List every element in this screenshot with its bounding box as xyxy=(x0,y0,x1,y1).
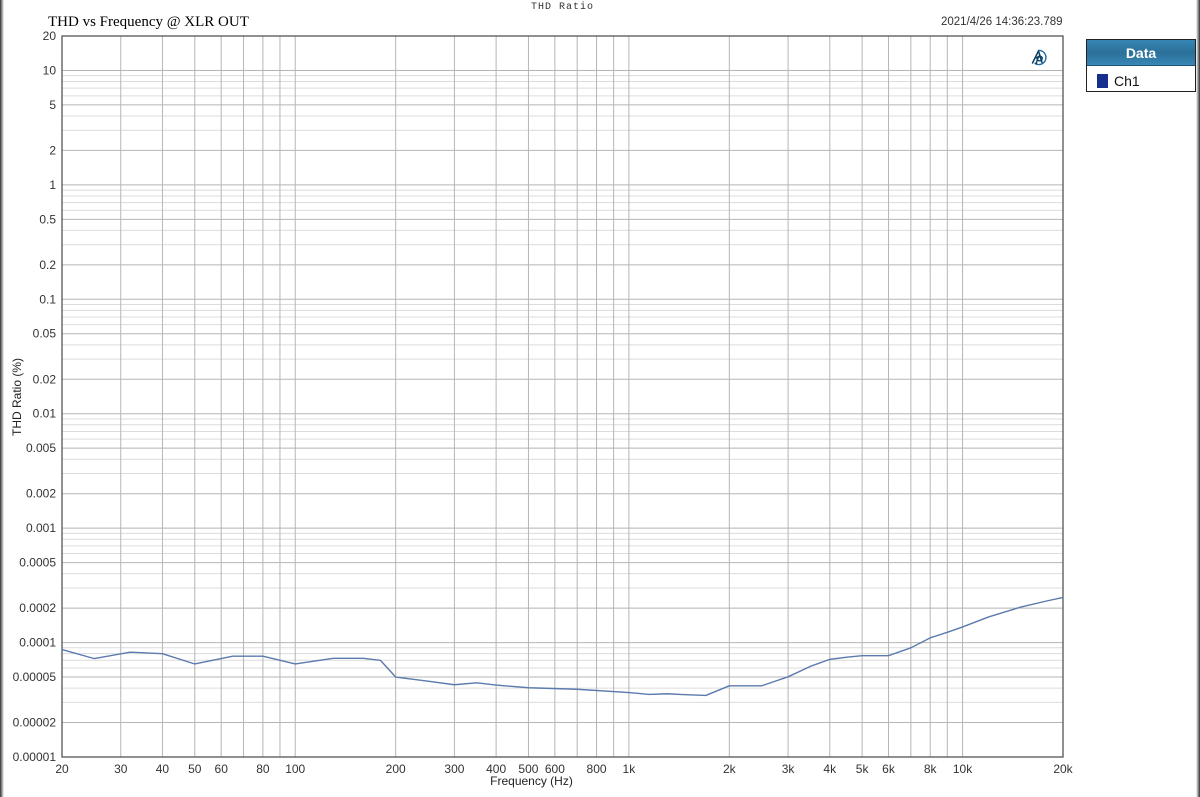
svg-text:2: 2 xyxy=(49,143,56,157)
svg-text:100: 100 xyxy=(285,762,305,776)
svg-text:0.05: 0.05 xyxy=(33,327,57,341)
svg-text:300: 300 xyxy=(444,762,464,776)
svg-text:600: 600 xyxy=(545,762,565,776)
svg-text:0.002: 0.002 xyxy=(26,487,56,501)
svg-text:3k: 3k xyxy=(782,762,796,776)
svg-text:60: 60 xyxy=(215,762,229,776)
svg-text:20k: 20k xyxy=(1053,762,1073,776)
svg-text:80: 80 xyxy=(256,762,270,776)
svg-text:0.0002: 0.0002 xyxy=(19,601,56,615)
svg-text:1k: 1k xyxy=(623,762,637,776)
svg-text:2k: 2k xyxy=(723,762,737,776)
svg-text:0.5: 0.5 xyxy=(39,212,56,226)
svg-text:30: 30 xyxy=(114,762,128,776)
svg-text:20: 20 xyxy=(55,762,69,776)
svg-text:4k: 4k xyxy=(823,762,837,776)
svg-text:800: 800 xyxy=(587,762,607,776)
svg-text:50: 50 xyxy=(188,762,202,776)
svg-text:5: 5 xyxy=(49,98,56,112)
svg-text:0.1: 0.1 xyxy=(39,292,56,306)
svg-text:0.00005: 0.00005 xyxy=(13,670,57,684)
svg-text:0.00002: 0.00002 xyxy=(13,716,57,730)
svg-text:0.2: 0.2 xyxy=(39,258,56,272)
svg-text:8k: 8k xyxy=(924,762,938,776)
svg-text:0.02: 0.02 xyxy=(33,372,57,386)
svg-text:0.0001: 0.0001 xyxy=(19,636,56,650)
svg-text:6k: 6k xyxy=(882,762,896,776)
svg-text:10k: 10k xyxy=(953,762,973,776)
svg-text:0.00001: 0.00001 xyxy=(13,750,57,764)
svg-text:5k: 5k xyxy=(856,762,870,776)
svg-text:1: 1 xyxy=(49,178,56,192)
svg-text:0.01: 0.01 xyxy=(33,407,57,421)
svg-text:500: 500 xyxy=(518,762,538,776)
svg-text:10: 10 xyxy=(43,63,57,77)
svg-text:400: 400 xyxy=(486,762,506,776)
svg-text:200: 200 xyxy=(386,762,406,776)
svg-text:0.001: 0.001 xyxy=(26,521,56,535)
svg-text:40: 40 xyxy=(156,762,170,776)
svg-text:0.0005: 0.0005 xyxy=(19,556,56,570)
svg-text:0.005: 0.005 xyxy=(26,441,56,455)
svg-text:20: 20 xyxy=(43,29,57,43)
